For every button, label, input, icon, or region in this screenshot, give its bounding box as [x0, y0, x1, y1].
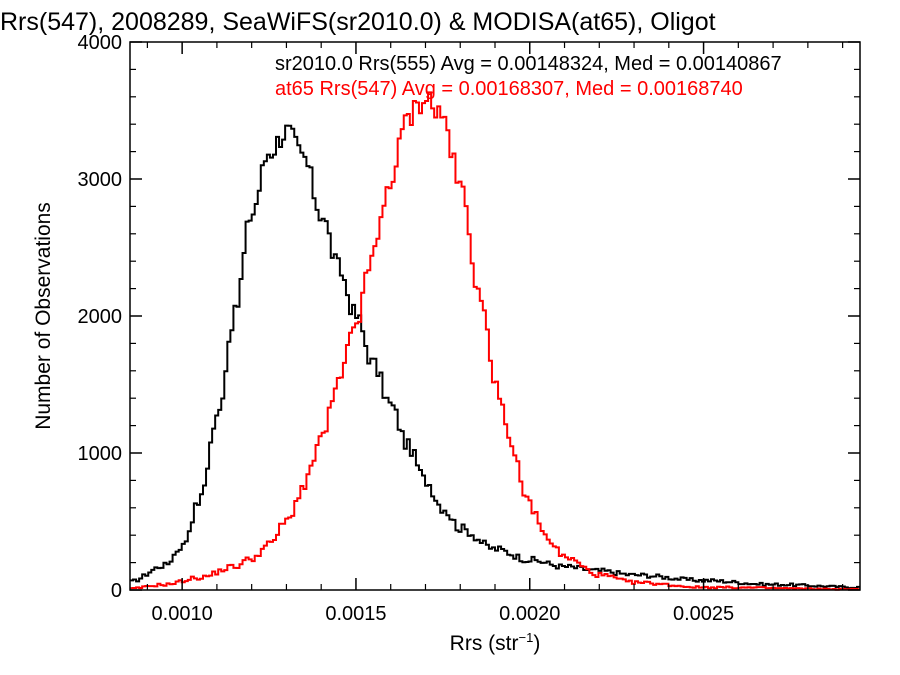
x-axis: 0.0010 0.0015 0.0020 0.0025 — [146, 42, 844, 625]
x-tick-label: 0.0015 — [325, 603, 386, 625]
legend: sr2010.0 Rrs(555) Avg = 0.00148324, Med … — [275, 53, 782, 100]
legend-entry-sr2010.0: sr2010.0 Rrs(555) Avg = 0.00148324, Med … — [275, 53, 782, 75]
x-tick-label: 0.0020 — [499, 603, 560, 625]
y-axis: 0 1000 2000 3000 4000 — [78, 32, 860, 602]
y-tick-label: 2000 — [78, 306, 123, 328]
plot-area — [130, 91, 860, 591]
legend-entry-at65: at65 Rrs(547) Avg = 0.00168307, Med = 0.… — [275, 78, 743, 100]
y-tick-label: 1000 — [78, 443, 123, 465]
x-tick-label: 0.0025 — [673, 603, 734, 625]
y-tick-label: 0 — [111, 580, 122, 602]
x-tick-label: 0.0010 — [152, 603, 213, 625]
y-tick-label: 4000 — [78, 32, 123, 54]
series-at65-histogram — [130, 91, 860, 591]
y-axis-label: Number of Observations — [32, 202, 55, 430]
x-axis-label: Rrs (str−1) — [450, 630, 541, 655]
y-tick-label: 3000 — [78, 169, 123, 191]
plot-frame — [129, 41, 861, 591]
series-sr2010.0-histogram — [130, 124, 860, 590]
chart-title: Rrs(547), 2008289, SeaWiFS(sr2010.0) & M… — [0, 8, 716, 36]
x-axis-label-superscript: −1 — [519, 630, 534, 645]
